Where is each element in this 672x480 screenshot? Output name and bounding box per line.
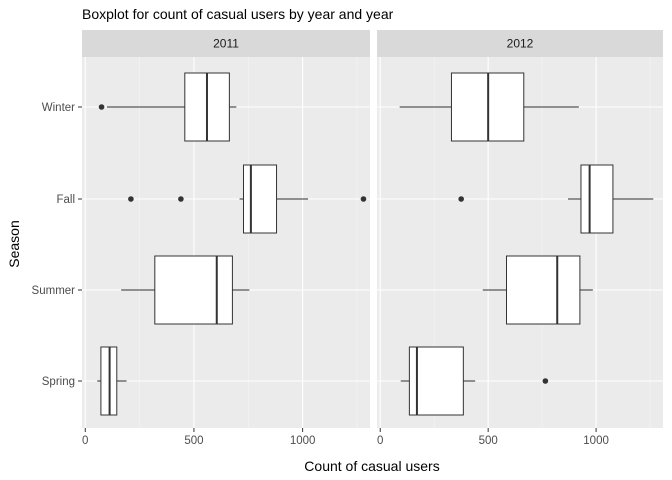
box-spring-2011 <box>97 346 127 416</box>
facet-strip-label: 2012 <box>507 37 534 51</box>
box-fall-2012 <box>458 164 654 234</box>
y-tick-label: Winter <box>42 102 75 114</box>
facet-strip-label: 2011 <box>213 37 239 51</box>
box-winter-2011 <box>98 72 237 142</box>
facet-panel-2012: 2012 0 500 1000 <box>377 30 663 447</box>
box-summer-2011 <box>121 255 250 325</box>
facet-strip <box>82 30 370 57</box>
box-iqr <box>154 255 233 325</box>
outlier-point <box>458 196 464 202</box>
outlier-point <box>542 378 549 384</box>
box-fall-2011 <box>128 164 367 234</box>
x-tick-label: 1000 <box>290 435 316 447</box>
chart-title: Boxplot for count of casual users by yea… <box>82 6 394 22</box>
outlier-point <box>360 196 367 202</box>
y-axis: Spring Summer Fall Winter <box>32 102 82 388</box>
y-tick-label: Spring <box>42 376 75 388</box>
y-tick-label: Fall <box>56 194 75 206</box>
x-tick-label: 0 <box>82 435 88 447</box>
box-summer-2012 <box>482 255 593 325</box>
x-tick-label: 0 <box>377 435 383 447</box>
y-axis-title: Season <box>6 220 22 267</box>
box-iqr <box>408 346 464 416</box>
box-iqr <box>580 164 614 234</box>
box-iqr <box>242 164 278 234</box>
panels-layer: 2011 0 500 1000 2012 0 500 1000 <box>82 30 663 447</box>
facet-strip <box>377 30 663 57</box>
x-tick-label: 1000 <box>583 435 609 447</box>
outlier-point <box>128 196 134 202</box>
box-spring-2012 <box>400 346 549 416</box>
x-axis-title: Count of casual users <box>304 458 439 474</box>
box-iqr <box>506 255 581 325</box>
y-tick-label: Summer <box>32 285 76 297</box>
box-winter-2012 <box>399 72 579 142</box>
x-tick-label: 500 <box>479 435 498 447</box>
facet-panel-2011: 2011 0 500 1000 <box>82 30 370 447</box>
outlier-point <box>178 196 184 202</box>
x-tick-label: 500 <box>184 435 203 447</box>
outlier-point <box>98 104 105 110</box>
